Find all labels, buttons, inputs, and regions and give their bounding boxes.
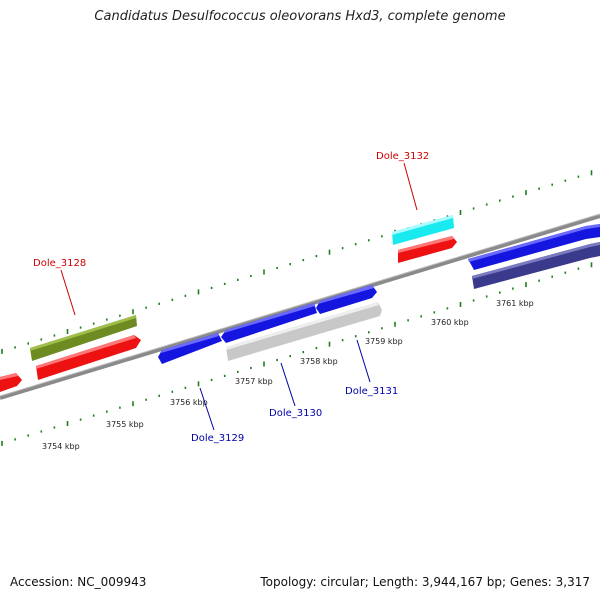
leader-dole-3128: [60, 269, 76, 316]
leader-dole-3131: [356, 339, 371, 383]
gene-label-dole-3132: Dole_3132: [376, 151, 429, 162]
leader-dole-3129: [199, 387, 215, 431]
genome-backbone-highlight: [0, 213, 600, 397]
lower-tick-track: [1, 262, 593, 446]
scale-label-3760: 3760 kbp: [431, 318, 469, 327]
accession-text: Accession: NC_009943: [10, 575, 147, 589]
gene-red-dole-3132[interactable]: [398, 236, 457, 263]
scale-label-3761: 3761 kbp: [496, 299, 534, 308]
gene-blue-forward-mid[interactable]: [316, 285, 377, 314]
leader-dole-3130: [280, 362, 296, 407]
gene-blue-dole-3130[interactable]: [221, 303, 317, 343]
scale-label-3758: 3758 kbp: [300, 357, 338, 366]
gene-label-dole-3131: Dole_3131: [345, 386, 398, 397]
scale-label-3759: 3759 kbp: [365, 337, 403, 346]
gene-blue-forward-right[interactable]: [468, 224, 600, 270]
scale-label-3756: 3756 kbp: [170, 398, 208, 407]
genome-summary-text: Topology: circular; Length: 3,944,167 bp…: [260, 575, 590, 589]
gene-olive[interactable]: [30, 315, 137, 361]
gene-blue-dole-3129[interactable]: [158, 333, 222, 364]
gene-label-dole-3128: Dole_3128: [33, 258, 86, 269]
gene-cyan-dole-3132[interactable]: [392, 215, 454, 245]
gene-red-left-edge[interactable]: [0, 373, 22, 392]
genome-title: Candidatus Desulfococcus oleovorans Hxd3…: [94, 9, 506, 24]
gene-red-dole-3128[interactable]: [36, 335, 141, 380]
leader-dole-3132: [403, 162, 418, 211]
upper-tick-track: [1, 170, 593, 354]
gene-label-dole-3130: Dole_3130: [269, 408, 322, 419]
gene-navy-right[interactable]: [472, 242, 600, 289]
genome-backbone: [0, 214, 600, 400]
gene-label-dole-3129: Dole_3129: [191, 433, 244, 444]
scale-label-3757: 3757 kbp: [235, 377, 273, 386]
scale-label-3754: 3754 kbp: [42, 442, 80, 451]
scale-label-3755: 3755 kbp: [106, 420, 144, 429]
gene-gray-dole-3131[interactable]: [226, 302, 382, 361]
